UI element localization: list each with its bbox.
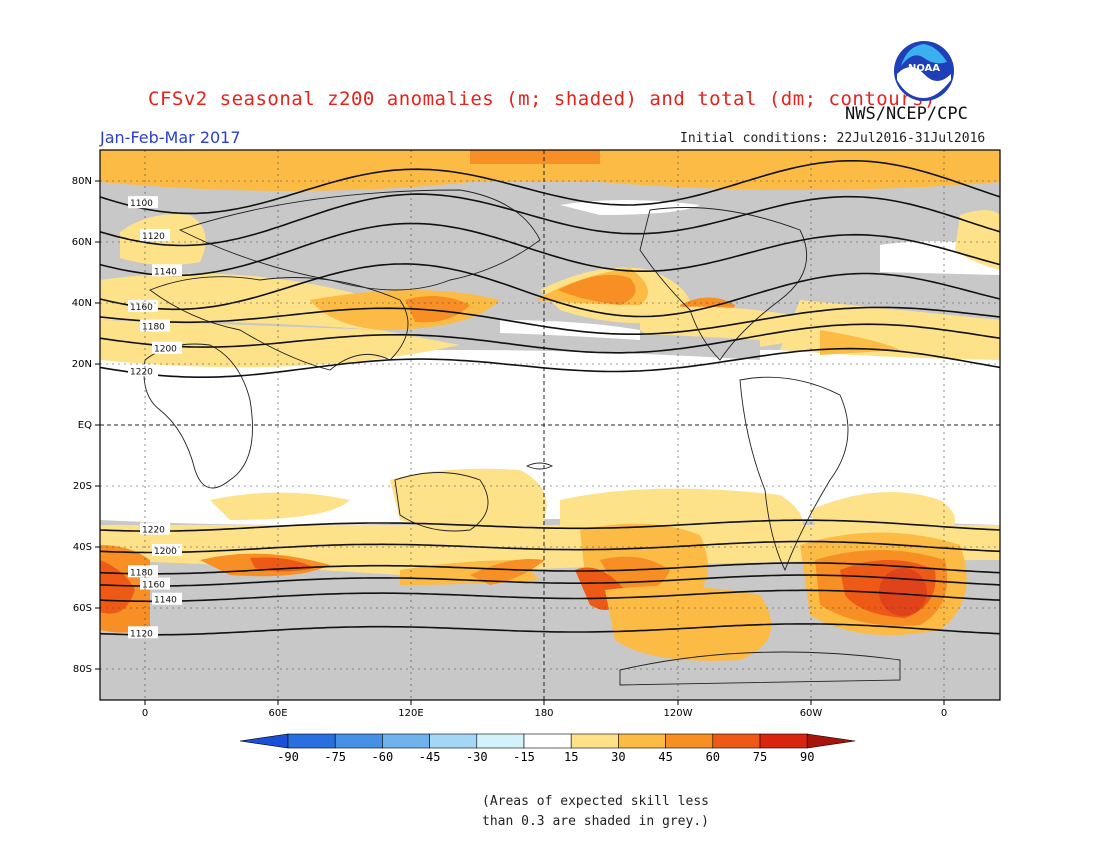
coastlines xyxy=(143,189,901,686)
colorbar-swatch xyxy=(618,733,666,749)
contour-label: 1140 xyxy=(154,267,177,277)
contour-label-bg xyxy=(140,522,170,535)
contour-label: 1160 xyxy=(130,303,153,313)
colorbar-swatch xyxy=(382,733,430,749)
colorbar-label: -45 xyxy=(419,750,441,764)
lat-label: 80N xyxy=(72,176,92,187)
contour-line xyxy=(99,263,1001,318)
lat-label: 60N xyxy=(72,237,92,248)
contour-line xyxy=(99,222,1001,277)
contour-label-bg xyxy=(140,319,170,332)
colorbar-label: 60 xyxy=(706,750,720,764)
latitude-ticks: 80N 60N 40N 20N EQ 20S 40S 60S 80S xyxy=(72,176,1000,675)
lon-label: 180 xyxy=(534,708,553,719)
colorbar-swatch xyxy=(287,733,336,749)
contour-label-bg xyxy=(152,341,182,354)
colorbar-swatch xyxy=(712,733,761,749)
colorbar-label: 30 xyxy=(611,750,625,764)
lat-label: 20N xyxy=(72,359,92,370)
lat-label: 40N xyxy=(72,298,92,309)
contour-label: 1160 xyxy=(142,581,165,591)
contour-line xyxy=(99,540,1001,554)
colorbar-label: -30 xyxy=(466,750,488,764)
lat-label: 40S xyxy=(73,542,92,553)
colorbar-label: 45 xyxy=(658,750,672,764)
contour-line xyxy=(99,589,1001,603)
contour-line xyxy=(99,347,1001,378)
contour-label: 1100 xyxy=(130,199,153,209)
colorbar-swatch xyxy=(665,733,714,749)
lon-label: 60W xyxy=(800,708,823,719)
lon-label: 120W xyxy=(664,708,693,719)
lat-label: EQ xyxy=(78,420,92,431)
contour-layer: 1100 1120 1140 1160 1180 1200 1220 1220 1200 1180… xyxy=(99,160,1001,639)
contour-label-bg xyxy=(140,228,170,241)
colorbar-label: -15 xyxy=(513,750,535,764)
colorbar-swatch xyxy=(759,733,808,749)
colorbar-label: -75 xyxy=(324,750,346,764)
colorbar-label: -60 xyxy=(372,750,394,764)
map-frame xyxy=(99,149,1001,701)
contour-line xyxy=(99,160,1001,215)
contour-label: 1120 xyxy=(142,232,165,242)
lat-label: 20S xyxy=(73,481,92,492)
colorbar: -90 -75 -60 -45 -30 -15 15 30 45 60 75 90 xyxy=(239,733,856,764)
contour-label: 1200 xyxy=(154,345,177,355)
colorbar-label: 75 xyxy=(753,750,767,764)
colorbar-label: -90 xyxy=(277,750,299,764)
colorbar-swatch xyxy=(476,733,525,749)
contour-label-bg xyxy=(152,264,182,277)
contour-label: 1180 xyxy=(142,323,165,333)
lat-label: 60S xyxy=(73,603,92,614)
contour-label-bg xyxy=(128,364,158,377)
contour-line xyxy=(99,519,1001,532)
contour-label-bg xyxy=(128,565,158,578)
contour-label: 1120 xyxy=(130,629,153,639)
colorbar-swatch xyxy=(334,733,383,749)
forecast-period: Jan-Feb-Mar 2017 xyxy=(100,128,241,147)
colorbar-swatch xyxy=(523,733,572,749)
colorbar-swatch xyxy=(429,733,478,749)
contour-line xyxy=(99,323,1001,354)
lon-label: 0 xyxy=(941,708,947,719)
contour-label: 1220 xyxy=(142,526,165,536)
colorbar-label: 15 xyxy=(564,750,578,764)
contour-label-bg xyxy=(128,626,158,639)
contour-label: 1200 xyxy=(154,547,177,557)
colorbar-label: 90 xyxy=(800,750,814,764)
colorbar-swatch xyxy=(570,733,619,749)
lon-label: 0 xyxy=(142,708,148,719)
noaa-logo-text: NOAA xyxy=(908,63,940,74)
contour-label-bg xyxy=(128,299,158,312)
lat-label: 80S xyxy=(73,664,92,675)
contour-label-bg xyxy=(128,196,158,209)
skill-note: (Areas of expected skill less than 0.3 a… xyxy=(482,792,709,832)
colorbar-arrow-left xyxy=(239,733,289,749)
contour-label-bg xyxy=(140,577,170,590)
contour-label-bg xyxy=(152,543,182,556)
map-title: CFSv2 seasonal z200 anomalies (m; shaded… xyxy=(148,88,936,110)
contour-label: 1180 xyxy=(130,568,153,578)
skill-note-line-1: (Areas of expected skill less xyxy=(482,794,709,809)
contour-line xyxy=(99,574,1001,587)
lon-label: 60E xyxy=(268,708,287,719)
contour-label: 1220 xyxy=(130,367,153,377)
contour-line xyxy=(99,562,1001,575)
noaa-logo: NOAA xyxy=(894,41,954,101)
skill-note-line-2: than 0.3 are shaded in grey.) xyxy=(482,814,709,829)
initial-conditions: Initial conditions: 22Jul2016-31Jul2016 xyxy=(680,131,986,146)
longitude-ticks: 0 60E 120E 180 120W 60W 0 xyxy=(142,150,947,719)
contour-line xyxy=(99,306,1001,335)
contour-line xyxy=(99,623,1001,636)
agency-label: NWS/NCEP/CPC xyxy=(845,104,968,124)
contour-label-bg xyxy=(152,592,182,605)
lon-label: 120E xyxy=(398,708,423,719)
contour-line xyxy=(99,193,1001,247)
contour-label: 1140 xyxy=(154,596,177,606)
colorbar-arrow-right xyxy=(806,733,856,749)
